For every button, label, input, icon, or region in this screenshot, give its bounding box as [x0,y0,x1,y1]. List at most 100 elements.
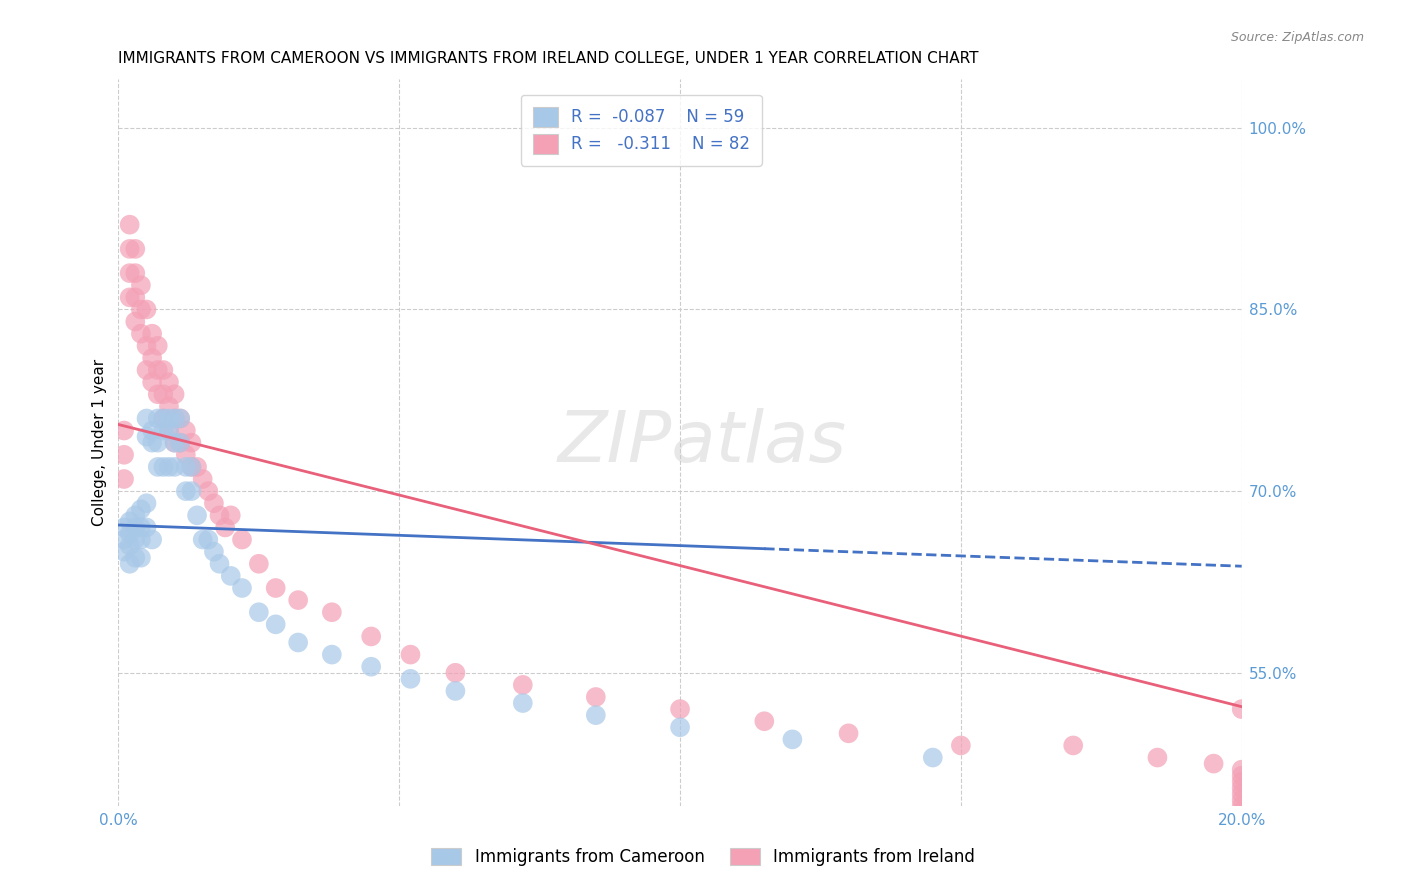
Point [1230,780,1253,795]
Point [163,459,186,474]
Point [146,411,169,425]
Point [180,484,202,499]
Point [208,508,231,523]
Point [163,387,186,401]
Point [1230,793,1253,807]
Point [129,302,152,317]
Point [208,557,231,571]
Point [754,714,776,729]
Point [1230,769,1253,783]
Point [152,363,174,377]
Point [444,665,467,680]
Point [1230,835,1253,849]
Point [124,533,146,547]
Point [135,411,157,425]
Point [169,411,191,425]
Point [135,496,157,510]
Point [157,459,180,474]
Legend: Immigrants from Cameroon, Immigrants from Ireland: Immigrants from Cameroon, Immigrants fro… [423,840,983,875]
Point [1230,865,1253,880]
Point [219,508,242,523]
Point [1146,750,1168,764]
Point [163,435,186,450]
Point [141,326,163,341]
Point [152,411,174,425]
Point [129,550,152,565]
Point [146,363,169,377]
Point [186,459,208,474]
Point [1202,756,1225,771]
Point [141,375,163,389]
Point [174,448,197,462]
Point [191,472,214,486]
Point [202,544,225,558]
Point [112,544,135,558]
Point [585,690,607,704]
Point [1230,823,1253,838]
Point [949,739,972,753]
Point [321,648,343,662]
Point [141,435,163,450]
Point [180,459,202,474]
Point [921,750,943,764]
Point [197,533,219,547]
Point [1230,811,1253,825]
Point [180,459,202,474]
Point [112,520,135,534]
Point [118,242,141,256]
Point [1230,787,1253,801]
Point [512,678,534,692]
Point [124,550,146,565]
Point [174,484,197,499]
Point [1230,702,1253,716]
Point [1230,871,1253,886]
Point [112,472,135,486]
Point [157,424,180,438]
Point [219,569,242,583]
Point [321,605,343,619]
Point [124,290,146,304]
Point [169,411,191,425]
Legend: R =  -0.087    N = 59, R =   -0.311    N = 82: R = -0.087 N = 59, R = -0.311 N = 82 [522,95,762,166]
Point [247,557,270,571]
Y-axis label: College, Under 1 year: College, Under 1 year [93,359,107,526]
Point [186,508,208,523]
Point [1230,841,1253,855]
Point [231,533,253,547]
Point [444,684,467,698]
Point [118,539,141,553]
Point [146,339,169,353]
Point [202,496,225,510]
Point [399,648,422,662]
Point [118,526,141,541]
Point [1230,799,1253,814]
Point [129,278,152,293]
Point [124,314,146,328]
Point [1062,739,1084,753]
Point [169,435,191,450]
Text: Source: ZipAtlas.com: Source: ZipAtlas.com [1230,31,1364,45]
Point [585,708,607,723]
Point [124,242,146,256]
Point [247,605,270,619]
Point [135,520,157,534]
Point [287,635,309,649]
Point [157,411,180,425]
Point [146,435,169,450]
Point [124,266,146,280]
Point [669,720,692,734]
Point [146,459,169,474]
Point [124,520,146,534]
Point [112,448,135,462]
Point [838,726,860,740]
Point [152,387,174,401]
Point [669,702,692,716]
Point [174,459,197,474]
Point [360,659,382,673]
Point [1230,763,1253,777]
Point [152,411,174,425]
Text: IMMIGRANTS FROM CAMEROON VS IMMIGRANTS FROM IRELAND COLLEGE, UNDER 1 YEAR CORREL: IMMIGRANTS FROM CAMEROON VS IMMIGRANTS F… [118,51,979,66]
Point [152,424,174,438]
Point [135,302,157,317]
Point [141,533,163,547]
